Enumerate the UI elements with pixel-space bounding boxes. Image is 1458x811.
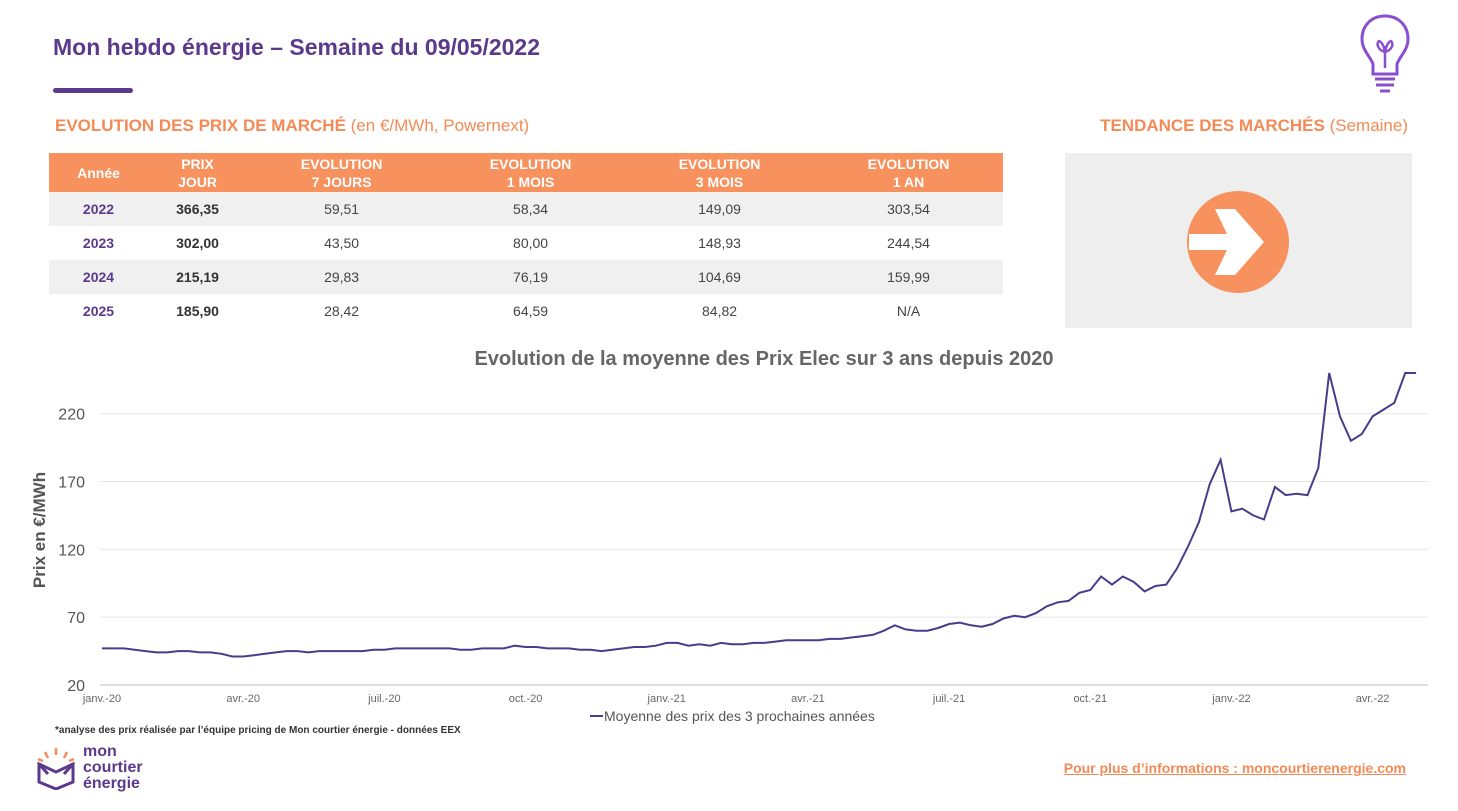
table-cell: 2025 [82, 303, 115, 319]
y-axis-label: Prix en €/MWh [30, 472, 49, 588]
table-cell: 159,99 [814, 260, 1003, 294]
table-row: 2023 302,00 43,50 80,00 148,93 244,54 [49, 226, 1003, 260]
table-cell: 84,82 [702, 303, 738, 319]
table-cell: 185,90 [176, 303, 219, 319]
chart-title: Evolution de la moyenne des Prix Elec su… [474, 348, 1053, 370]
y-tick-label: 120 [58, 542, 85, 559]
trend-arrow [1187, 191, 1289, 293]
table-cell: 2022 [49, 192, 149, 226]
table-cell: 149,09 [625, 192, 815, 226]
x-tick-label: janv.-21 [647, 693, 686, 705]
x-tick-label: avr.-21 [791, 693, 825, 705]
x-tick-label: avr.-22 [1356, 693, 1390, 705]
x-tick-label: avr.-20 [226, 693, 260, 705]
table-cell: 76,19 [436, 260, 626, 294]
section-title-unit: (Semaine) [1324, 116, 1408, 135]
table-cell: 29,83 [247, 260, 437, 294]
column-header: EVOLUTION 1 MOIS [436, 153, 626, 192]
section-title: EVOLUTION DES PRIX DE MARCHÉ (en €/MWh, … [55, 116, 529, 136]
table-cell: 303,54 [814, 192, 1003, 226]
section-title-main: TENDANCE DES MARCHÉS [1100, 116, 1325, 135]
table-row: 2025 185,90 28,42 64,59 84,82 N/A [49, 294, 1003, 328]
y-tick-label: 170 [58, 475, 85, 492]
logo-line: mon [83, 743, 117, 760]
info-link[interactable]: Pour plus d’informations : moncourtieren… [1063, 760, 1406, 776]
table-cell: 59,51 [247, 192, 437, 226]
x-tick-label: juil.-20 [367, 693, 400, 705]
y-tick-label: 70 [67, 610, 85, 627]
page-title: Mon hebdo énergie – Semaine du 09/05/202… [53, 34, 541, 60]
table-row: 2024 215,19 29,83 76,19 104,69 159,99 [49, 260, 1003, 294]
title-underline [53, 88, 133, 93]
y-tick-label: 20 [67, 678, 85, 695]
footnote: *analyse des prix réalisée par l’équipe … [55, 725, 461, 736]
section-title-unit: (en €/MWh, Powernext) [345, 116, 530, 135]
column-header: Année [49, 153, 149, 192]
x-tick-label: juil.-21 [932, 693, 965, 705]
table-cell: 28,42 [324, 303, 360, 319]
table-cell: 104,69 [625, 260, 815, 294]
trend-panel [1065, 153, 1412, 328]
logo-line: courtier [83, 759, 143, 776]
table-cell: 80,00 [513, 235, 549, 251]
bulb-icon [1360, 14, 1410, 93]
logo-icon [37, 748, 75, 790]
table-cell: 302,00 [176, 235, 219, 251]
x-tick-label: oct.-21 [1073, 693, 1107, 705]
line-series [102, 372, 1417, 658]
column-header: EVOLUTION 7 JOURS [247, 153, 437, 192]
section-title: TENDANCE DES MARCHÉS (Semaine) [1100, 116, 1408, 136]
column-header: EVOLUTION 3 MOIS [625, 153, 815, 192]
x-tick-label: oct.-20 [509, 693, 543, 705]
chart: Evolution de la moyenne des Prix Elec su… [30, 348, 1428, 724]
table-cell: N/A [896, 303, 921, 319]
column-header: EVOLUTION 1 AN [814, 153, 1003, 192]
table-row: 2022 366,35 59,51 58,34 149,09 303,54 [49, 192, 1003, 226]
table-cell: 215,19 [148, 260, 248, 294]
table-cell: 43,50 [324, 235, 360, 251]
legend-label: Moyenne des prix des 3 prochaines années [604, 708, 875, 724]
table-cell: 148,93 [698, 235, 741, 251]
section-title-main: EVOLUTION DES PRIX DE MARCHÉ [55, 116, 346, 135]
logo-text: mon courtier énergie [83, 744, 143, 792]
table-cell: 366,35 [148, 192, 248, 226]
table-cell: 58,34 [436, 192, 626, 226]
logo-line: énergie [83, 775, 140, 792]
header-row: Année PRIX JOUR EVOLUTION 7 JOURS EVOLUTION… [49, 153, 1003, 192]
table-cell: 64,59 [513, 303, 549, 319]
column-header: PRIX JOUR [148, 153, 248, 192]
x-tick-label: janv.-20 [82, 693, 121, 705]
price-table: Année PRIX JOUR EVOLUTION 7 JOURS EVOLUTION… [49, 153, 1003, 328]
y-tick-label: 220 [58, 407, 85, 424]
table-cell: 2023 [82, 235, 115, 251]
table-cell: 2024 [49, 260, 149, 294]
table-cell: 244,54 [887, 235, 930, 251]
x-tick-label: janv.-22 [1211, 693, 1250, 705]
